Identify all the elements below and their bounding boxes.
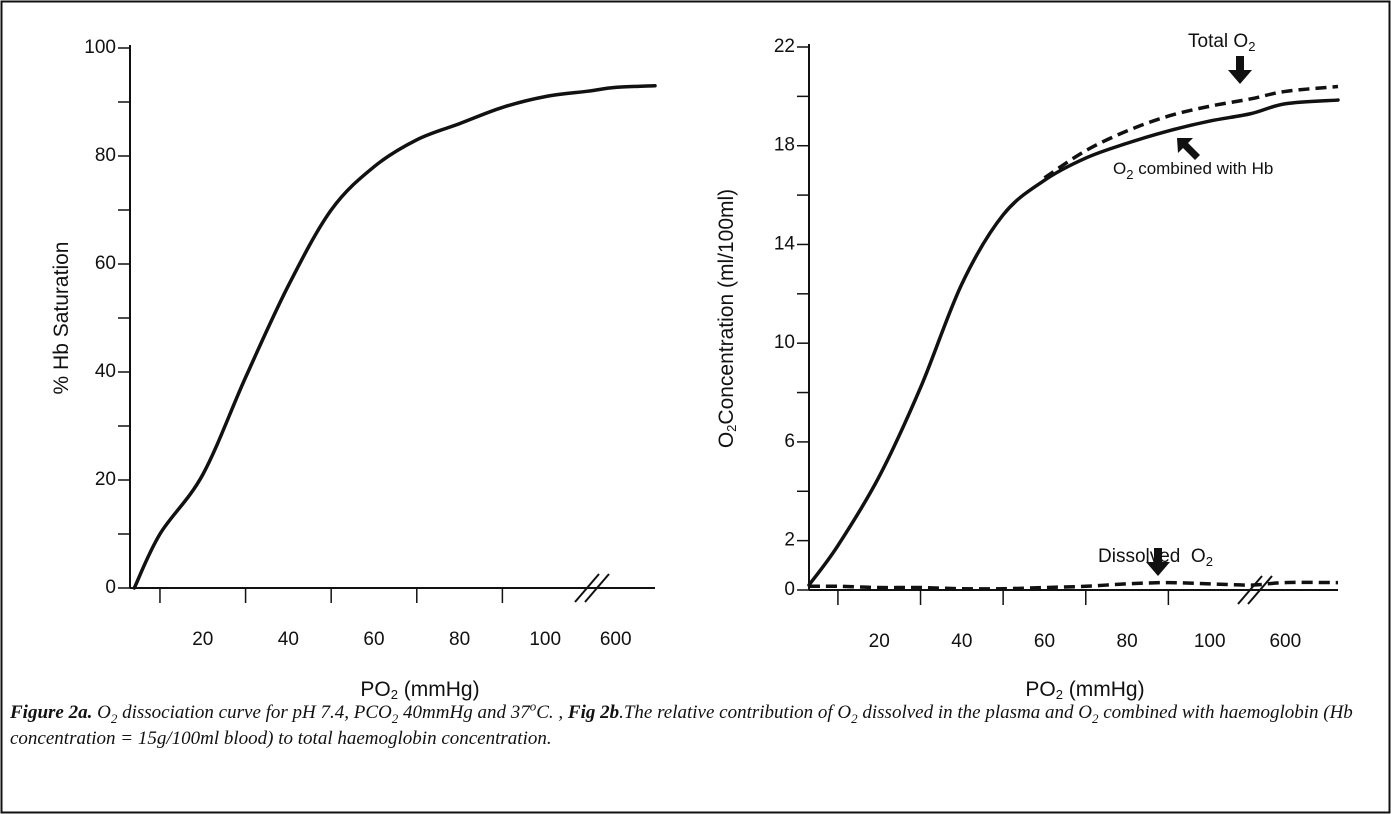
- caption-segment: .The relative contribution of O: [619, 702, 852, 723]
- x-axis-title: PO2 (mmHg): [360, 678, 479, 703]
- data-line: [808, 580, 1339, 591]
- text-segment: (mmHg): [398, 678, 480, 701]
- caption-segment: 40mmHg and 37: [398, 702, 530, 723]
- caption-segment: 2: [851, 710, 858, 726]
- text-segment: 2: [1056, 687, 1063, 702]
- y-tick-label: 14: [774, 233, 796, 254]
- caption-segment: dissolved in the plasma and O: [857, 702, 1092, 723]
- caption-segment: C. ,: [536, 702, 568, 723]
- annotation: O2 combined with Hb: [1113, 159, 1273, 182]
- x-tick-label: 40: [278, 629, 299, 650]
- y-tick-label: 10: [774, 332, 795, 353]
- arrow-total: [1228, 56, 1252, 84]
- x-tick-label: 40: [951, 631, 972, 652]
- text-segment: Dissolved O: [1098, 546, 1206, 567]
- axis-break: [1247, 575, 1273, 605]
- text-segment: Total O: [1188, 31, 1248, 52]
- arrow-hb: [1177, 138, 1200, 160]
- x-tick-label: 600: [1269, 631, 1301, 652]
- caption-segment: 2: [391, 710, 399, 726]
- x-tick-label: 20: [192, 629, 213, 650]
- y-tick-label: 60: [95, 253, 116, 274]
- annotation: Total O2: [1188, 31, 1255, 54]
- y-tick-label: 100: [84, 37, 116, 58]
- y-tick-label: 6: [784, 431, 795, 452]
- data-line: [807, 98, 1340, 587]
- caption-segment: o: [529, 698, 537, 714]
- caption-segment: 2: [1091, 710, 1099, 726]
- text-segment: O: [715, 432, 738, 448]
- y-tick-label: 18: [774, 135, 795, 156]
- x-tick-label: 60: [363, 629, 384, 650]
- caption-segment: 2: [110, 710, 118, 726]
- x-axis-title: PO2 (mmHg): [1025, 678, 1144, 703]
- x-tick-label: 80: [1117, 631, 1138, 652]
- x-tick-label: 80: [449, 629, 470, 650]
- axis-break: [584, 573, 610, 603]
- text-segment: Concentration (ml/100ml): [715, 189, 738, 425]
- text-segment: 2: [1206, 554, 1213, 569]
- y-tick-label: 80: [95, 145, 116, 166]
- y-tick-label: 0: [784, 579, 795, 600]
- caption-segment: combined with haemoglobin (Hb concentrat…: [10, 702, 1353, 749]
- y-tick-label: 2: [784, 530, 795, 551]
- text-segment: 2: [1126, 167, 1133, 182]
- data-line: [1043, 84, 1339, 180]
- annotation: Dissolved O2: [1098, 546, 1213, 569]
- y-tick-label: 20: [95, 469, 116, 490]
- caption-segment: Fig 2b: [567, 702, 620, 723]
- caption-segment: O: [92, 702, 111, 723]
- text-segment: 2: [724, 425, 739, 432]
- x-tick-label: 60: [1034, 631, 1055, 652]
- text-segment: % Hb Saturation: [50, 242, 73, 395]
- x-tick-label: 600: [600, 629, 632, 650]
- data-line: [132, 84, 657, 590]
- text-segment: combined with Hb: [1133, 159, 1273, 178]
- text-segment: O: [1113, 159, 1126, 178]
- axis-break: [1237, 575, 1263, 605]
- annotation-arrows: [1146, 56, 1252, 576]
- x-tick-label: 100: [529, 629, 561, 650]
- y-tick-label: 40: [95, 361, 116, 382]
- caption: Figure 2a. O2 dissociation curve for pH …: [10, 700, 1370, 752]
- axis-break: [574, 573, 600, 603]
- y-tick-label: 22: [774, 36, 795, 57]
- text-segment: PO: [360, 678, 390, 701]
- y-tick-label: 0: [105, 577, 116, 598]
- text-segment: (mmHg): [1063, 678, 1145, 701]
- text-segment: 2: [391, 687, 398, 702]
- y-axis-title: % Hb Saturation: [50, 242, 73, 395]
- caption-segment: Figure 2a.: [10, 702, 93, 723]
- x-tick-label: 100: [1194, 631, 1226, 652]
- caption-segment: dissociation curve for pH 7.4, PCO: [117, 702, 392, 723]
- arrow-dissolved: [1146, 548, 1170, 576]
- x-tick-label: 20: [869, 631, 890, 652]
- text-segment: 2: [1248, 39, 1255, 54]
- text-segment: PO: [1025, 678, 1055, 701]
- y-axis-title: O2Concentration (ml/100ml): [715, 189, 740, 448]
